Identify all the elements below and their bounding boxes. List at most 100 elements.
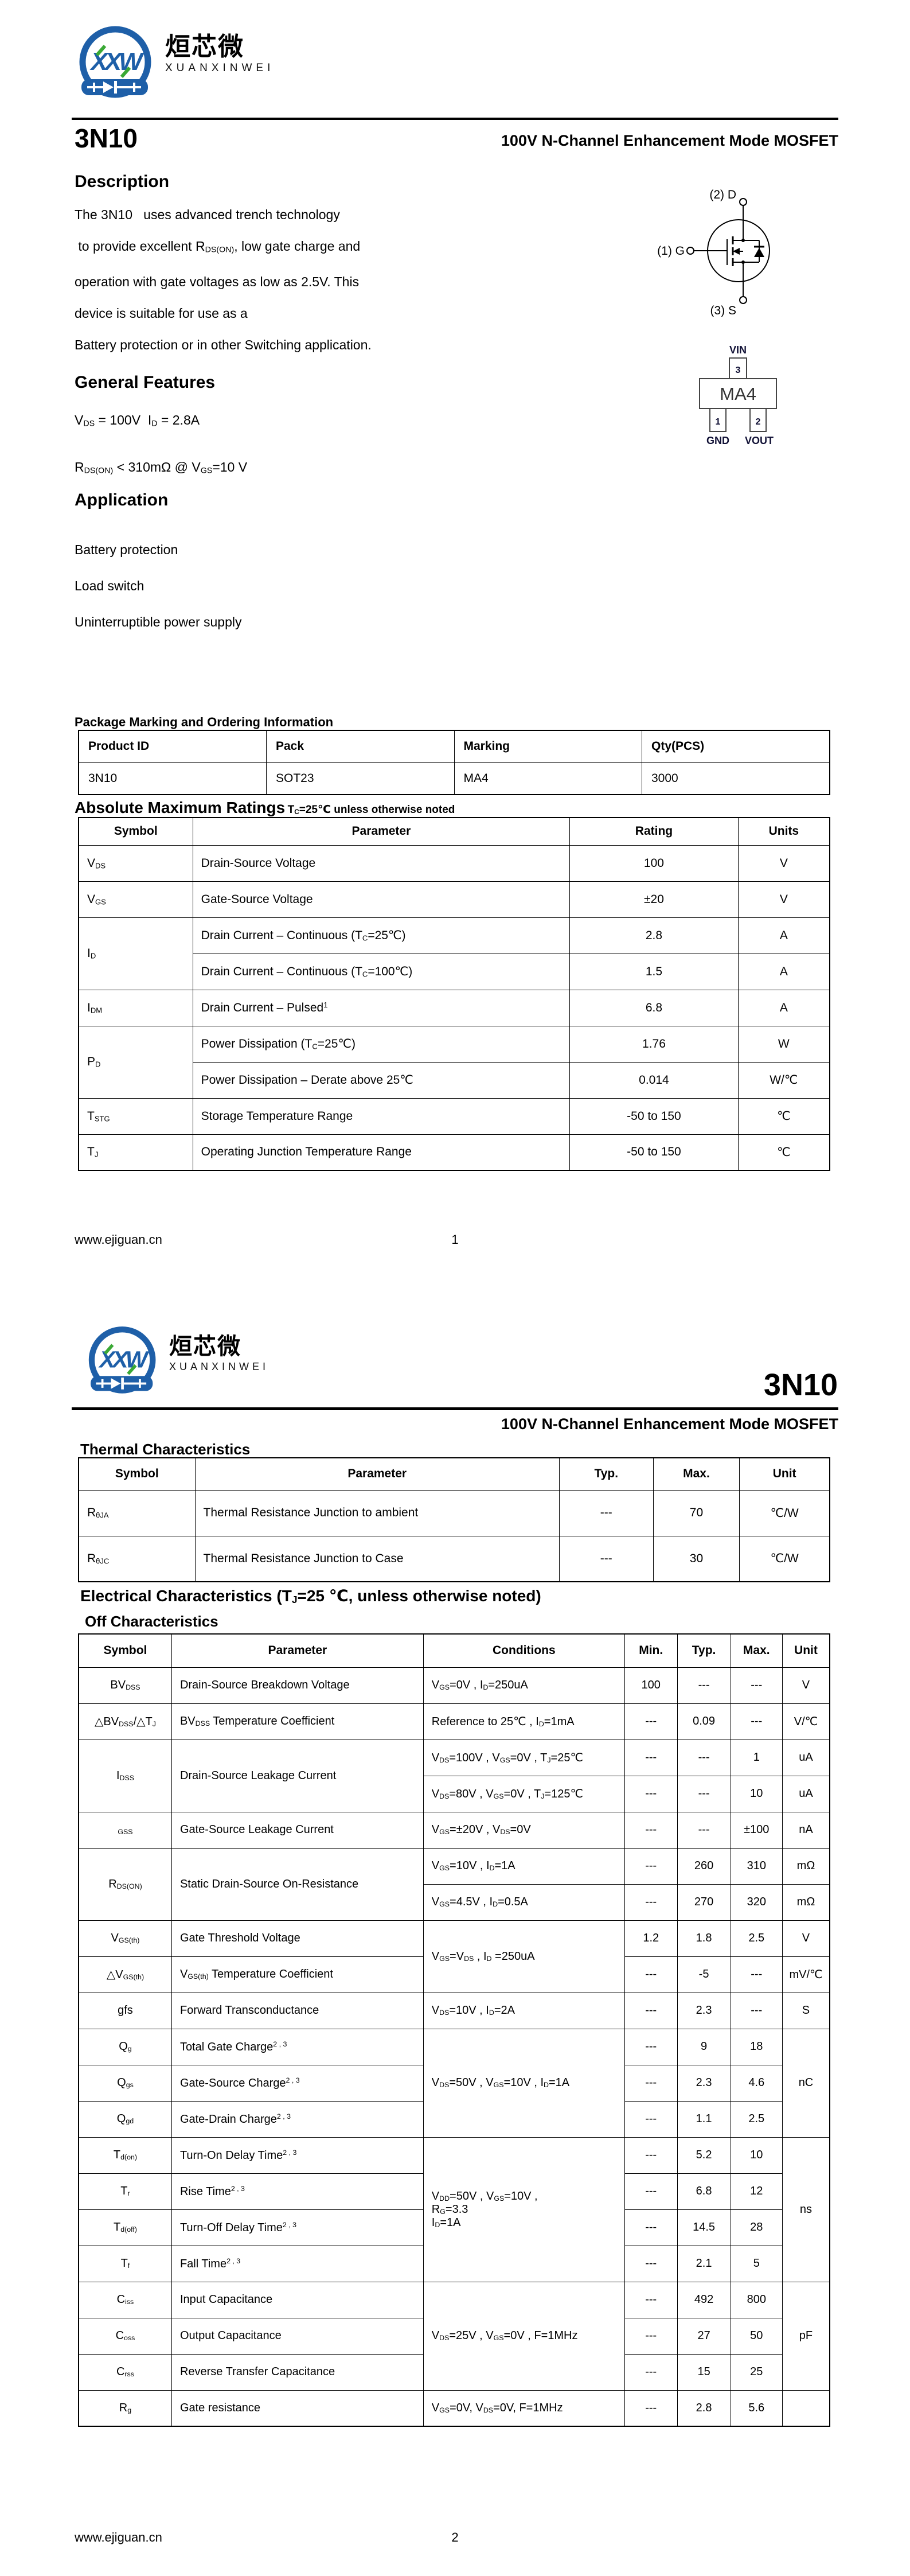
header-divider <box>72 1407 838 1410</box>
table-cell: 270 <box>677 1884 731 1921</box>
table-row: Crss Reverse Transfer Capacitance --- 15 25 <box>78 2353 830 2391</box>
table-cell: ℃/W <box>739 1535 830 1582</box>
brand-english-name: XUANXINWEI <box>169 1361 270 1372</box>
table-cell: TJ <box>78 1134 193 1171</box>
table-cell: RθJC <box>78 1535 196 1582</box>
table-cell: V <box>737 845 830 882</box>
table-header-cell: Symbol <box>78 817 193 846</box>
table-cell: --- <box>624 2281 678 2318</box>
table-cell: VGS(th) Temperature Coefficient <box>171 1956 424 1993</box>
table-cell: Gate-Source Leakage Current <box>171 1811 424 1849</box>
table-cell: Thermal Resistance Junction to ambient <box>194 1489 560 1536</box>
table-cell: --- <box>677 1739 731 1776</box>
table-cell: VDD=50V , VGS=10V , RG=3.3 ID=1A <box>423 2137 625 2282</box>
table-cell: VGS=±20V , VDS=0V <box>423 1811 625 1849</box>
table-cell: -50 to 150 <box>569 1098 739 1135</box>
table-cell: --- <box>624 1956 678 1993</box>
table-cell: Static Drain-Source On-Resistance <box>171 1847 424 1921</box>
table-cell: 5.2 <box>677 2137 731 2174</box>
table-cell: 4.6 <box>730 2064 783 2102</box>
table-cell: 1.76 <box>569 1025 739 1063</box>
table-header-cell: Parameter <box>171 1633 424 1668</box>
description-text: The 3N10 uses advanced trench technology… <box>75 207 533 368</box>
electrical-table: Symbol Parameter Conditions Min. Typ. Max. Uni… <box>78 1633 830 2427</box>
table-row: Qgd Gate-Drain Charge2 , 3 --- 1.1 2.5 <box>78 2100 830 2138</box>
brand-chinese-name: 烜芯微 <box>169 1333 241 1360</box>
table-cell: 310 <box>730 1847 783 1885</box>
table-cell: nA <box>782 1811 830 1849</box>
table-cell: 2.8 <box>569 917 739 954</box>
page-number: 1 <box>451 1232 459 1247</box>
table-cell: ID <box>78 917 193 990</box>
table-row: Coss Output Capacitance --- 27 50 <box>78 2317 830 2355</box>
part-number: 3N10 <box>75 123 138 153</box>
logo-emblem-icon: XXW <box>88 1326 156 1394</box>
table-cell: 10 <box>730 1775 783 1812</box>
table-cell: --- <box>730 1992 783 2029</box>
table-row: Drain Current – Continuous (TC=100℃) 1.5 A <box>79 953 830 990</box>
gate-pin-label: (1) G <box>657 244 685 258</box>
table-cell: Rg <box>78 2390 172 2427</box>
table-header-row: Symbol Parameter Rating Units <box>78 817 830 846</box>
table-cell: Drain Current – Pulsed1 <box>192 989 571 1026</box>
table-row: Tr Rise Time2 , 3 --- 6.8 12 <box>78 2173 830 2210</box>
table-cell: 2.3 <box>677 1992 731 2029</box>
header-divider <box>72 118 838 120</box>
table-cell: 0.014 <box>569 1061 739 1099</box>
table-cell: VDS=10V , ID=2A <box>423 1992 625 2029</box>
table-cell: 12 <box>730 2173 783 2210</box>
table-cell: Forward Transconductance <box>171 1992 424 2029</box>
table-cell: 9 <box>677 2028 731 2065</box>
table-header-row: Symbol Parameter Conditions Min. Typ. Max. Uni… <box>78 1633 830 1668</box>
table-cell: VDS <box>78 845 193 882</box>
table-cell: --- <box>730 1703 783 1740</box>
table-cell: VGS=VDS , ID =250uA <box>423 1920 625 1993</box>
package-vout-label: VOUT <box>745 435 774 446</box>
table-cell: Ciss <box>78 2281 172 2318</box>
table-cell: Qgs <box>78 2064 172 2102</box>
table-cell: 800 <box>730 2281 783 2318</box>
table-cell: 0.09 <box>677 1703 731 1740</box>
package-outline-figure: VIN 3 MA4 1 2 GND VOUT <box>699 344 777 446</box>
table-cell: Output Capacitance <box>171 2317 424 2355</box>
general-features-text: VDS = 100V ID = 2.8A RDS(ON) < 310mΩ @ VG… <box>75 412 476 505</box>
table-cell: --- <box>677 1775 731 1812</box>
table-cell: Qg <box>78 2028 172 2065</box>
table-cell: mΩ <box>782 1884 830 1921</box>
table-cell: Drain-Source Leakage Current <box>171 1739 424 1812</box>
text-line: The 3N10 uses advanced trench technology <box>75 207 340 222</box>
brand-english-name: XUANXINWEI <box>165 62 275 74</box>
table-cell: uA <box>782 1739 830 1776</box>
table-header-cell: Unit <box>739 1457 830 1491</box>
datasheet-page-1: XXW 烜芯微 XUANXINWEI 3N10 100V N-Channel E… <box>72 26 838 1247</box>
table-cell: △BVDSS/△TJ <box>78 1703 172 1740</box>
table-cell: 25 <box>730 2353 783 2391</box>
table-cell: 100 <box>569 845 739 882</box>
table-cell: 28 <box>730 2209 783 2246</box>
table-row: Qg Total Gate Charge2 , 3 VDS=50V , VGS=10… <box>78 2028 830 2138</box>
table-cell: W <box>737 1025 830 1063</box>
table-cell: gfs <box>78 1992 172 2029</box>
table-cell: TSTG <box>78 1098 193 1135</box>
table-cell: Total Gate Charge2 , 3 <box>171 2028 424 2065</box>
table-header-cell: Pack <box>266 730 455 763</box>
mosfet-symbol-figure: (2) D (1) G (3) S <box>657 188 770 317</box>
table-cell: Gate-Source Voltage <box>192 881 571 918</box>
abs-max-note: TC=25℃ unless otherwise noted <box>287 804 455 816</box>
text-line: RDS(ON) < 310mΩ @ VGS=10 V <box>75 459 248 476</box>
table-cell: Gate-Source Charge2 , 3 <box>171 2064 424 2102</box>
table-cell: -5 <box>677 1956 731 1993</box>
text-line: VDS = 100V ID = 2.8A <box>75 413 200 429</box>
table-header-cell: Units <box>737 817 830 846</box>
table-cell: mΩ <box>782 1847 830 1885</box>
table-row: 3N10 SOT23 MA4 3000 <box>78 762 830 795</box>
logo-emblem-icon: XXW <box>79 26 151 98</box>
table-cell: Td(off) <box>78 2209 172 2246</box>
table-header-cell: Max. <box>653 1457 740 1491</box>
table-cell: 2.1 <box>677 2245 731 2282</box>
table-cell: VDS=50V , VGS=10V , ID=1A <box>423 2028 625 2138</box>
table-header-cell: Typ. <box>559 1457 654 1491</box>
table-cell: 320 <box>730 1884 783 1921</box>
application-title: Application <box>75 491 169 509</box>
table-cell: GSS <box>78 1811 172 1849</box>
